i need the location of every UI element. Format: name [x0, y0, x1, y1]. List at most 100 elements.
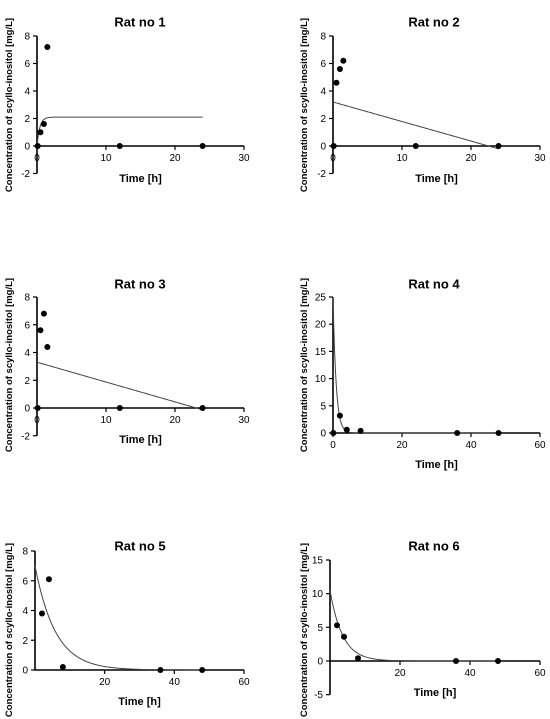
data-point: [199, 143, 206, 149]
y-tick-label: 0: [320, 429, 326, 440]
y-tick-label: 5: [320, 401, 326, 412]
y-tick-label: 2: [24, 114, 30, 125]
y-tick-label: 0: [317, 657, 323, 668]
data-point: [495, 143, 502, 149]
data-point: [37, 129, 44, 136]
data-point: [34, 143, 41, 149]
y-tick-label: 4: [320, 87, 326, 98]
x-tick-label: 60: [238, 677, 250, 688]
chart-title: Rat no 3: [114, 277, 165, 292]
y-tick-label: 0: [320, 142, 326, 153]
x-tick-label: 0: [34, 415, 40, 426]
x-tick-label: 40: [169, 677, 181, 688]
data-point: [334, 622, 340, 629]
y-tick-label: 8: [320, 32, 326, 43]
data-point: [336, 412, 343, 419]
y-axis-label: Concentration of scyllo-inositol [mg/L]: [299, 18, 310, 192]
y-tick-label: 10: [312, 589, 324, 600]
x-tick-label: 20: [465, 153, 477, 164]
y-tick-label: 20: [315, 320, 327, 331]
x-tick-label: 40: [464, 668, 476, 679]
chart-panel-6: Rat no 6 -5 0 5 10 15 20 40 60 Time [h] Concentrat…: [299, 539, 546, 717]
x-tick-label: 20: [169, 153, 181, 164]
fit-curve: [34, 565, 203, 671]
y-axis-label: Concentration of scyllo-inositol [mg/L]: [4, 543, 15, 717]
x-tick-label: 0: [34, 153, 40, 164]
data-point: [330, 143, 337, 149]
y-tick-label: -2: [317, 169, 326, 180]
fit-curve: [36, 361, 203, 411]
fit-curve: [332, 101, 499, 150]
data-point: [355, 655, 361, 662]
x-tick-label: 10: [100, 415, 112, 426]
y-tick-label: 5: [317, 623, 323, 634]
y-tick-label: 2: [22, 636, 28, 647]
chart-title: Rat no 4: [408, 277, 460, 292]
y-tick-label: 8: [24, 32, 30, 43]
y-tick-label: 0: [24, 404, 30, 415]
chart-panel-5: Rat no 5 0 2 4 6 8 20 40 60 Time [h] Concentration…: [4, 539, 250, 717]
y-tick-label: 6: [24, 320, 30, 331]
x-tick-label: 10: [100, 153, 112, 164]
data-point: [333, 79, 340, 86]
x-tick-label: 20: [169, 415, 181, 426]
data-point: [38, 610, 45, 617]
data-point: [199, 405, 206, 411]
chart-title: Rat no 6: [408, 539, 459, 554]
data-point: [116, 143, 123, 149]
data-point: [336, 66, 343, 72]
data-point: [341, 633, 347, 640]
y-axis-label: Concentration of scyllo-inositol [mg/L]: [299, 278, 310, 452]
y-axis-label: Concentration of scyllo-inositol [mg/L]: [4, 278, 15, 452]
data-point: [45, 576, 52, 583]
data-point: [343, 426, 350, 433]
y-tick-label: 6: [24, 59, 30, 70]
y-tick-label: 8: [24, 293, 30, 304]
x-tick-label: 20: [396, 440, 408, 451]
y-tick-label: 4: [22, 606, 28, 617]
y-tick-label: 4: [24, 348, 30, 359]
y-tick-label: -2: [21, 169, 30, 180]
data-point: [59, 664, 66, 671]
data-point: [495, 430, 502, 436]
data-point: [40, 121, 47, 127]
chart-panel-3: Rat no 3 -2 0 2 4 6 8 0 10 20 30 Time [h] Concentrat…: [4, 277, 250, 452]
x-tick-label: 0: [330, 440, 336, 451]
chart-title: Rat no 1: [114, 15, 165, 30]
x-tick-label: 60: [534, 668, 546, 679]
y-tick-label: -5: [314, 690, 323, 701]
x-axis-label: Time [h]: [415, 173, 458, 185]
data-point: [34, 405, 41, 411]
x-tick-label: 60: [534, 440, 546, 451]
y-tick-label: 2: [24, 376, 30, 387]
x-axis-label: Time [h]: [414, 687, 457, 699]
chart-title: Rat no 2: [408, 15, 459, 30]
data-point: [157, 667, 164, 673]
x-tick-label: 30: [238, 153, 250, 164]
data-point: [495, 658, 501, 664]
y-tick-label: 15: [312, 556, 324, 567]
fit-curve: [332, 296, 499, 434]
fit-curve: [36, 116, 203, 147]
chart-title: Rat no 5: [114, 539, 165, 554]
x-tick-label: 40: [465, 440, 477, 451]
x-tick-label: 20: [99, 677, 111, 688]
x-axis-label: Time [h]: [118, 696, 161, 708]
y-tick-label: 8: [22, 547, 28, 558]
y-tick-label: 25: [315, 293, 327, 304]
x-tick-label: 0: [330, 153, 336, 164]
x-tick-label: 30: [534, 153, 546, 164]
y-tick-label: 6: [22, 576, 28, 587]
chart-panel-4: Rat no 4 0 5 10 15 20 25 0 20 40 60 Time [h] Concent…: [299, 277, 546, 471]
y-tick-label: 10: [315, 374, 327, 385]
y-tick-label: 4: [24, 87, 30, 98]
y-tick-label: 0: [22, 666, 28, 677]
x-tick-label: 10: [396, 153, 408, 164]
fit-curve: [329, 590, 498, 662]
data-point: [37, 327, 44, 334]
data-point: [44, 343, 51, 350]
chart-panel-1: Rat no 1 -2 0 2 4 6 8 0 10 20 30 Time [h] Concentrat…: [4, 15, 250, 192]
data-point: [340, 57, 347, 64]
x-tick-label: 20: [394, 668, 406, 679]
